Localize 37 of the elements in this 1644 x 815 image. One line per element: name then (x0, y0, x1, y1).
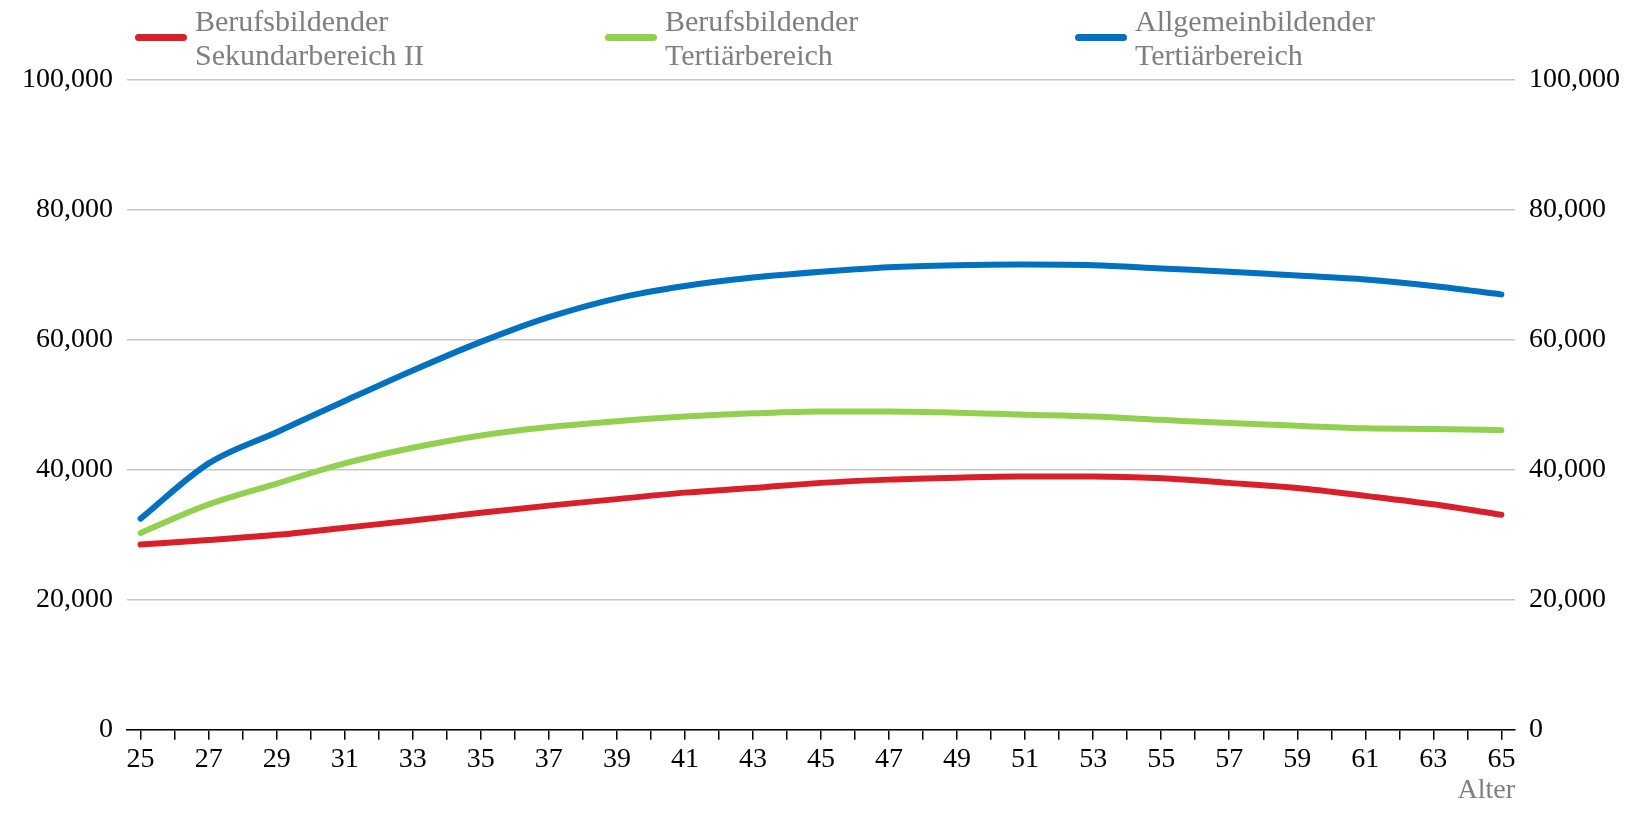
y2-tick-label: 80,000 (1529, 192, 1606, 224)
y2-tick-label: 60,000 (1529, 322, 1606, 354)
y-tick-label: 20,000 (36, 582, 113, 614)
x-tick-label: 27 (194, 741, 223, 773)
x-tick-label: 41 (670, 741, 699, 773)
y-tick-label: 80,000 (36, 192, 113, 224)
x-tick-label: 55 (1147, 741, 1176, 773)
x-tick-label: 53 (1079, 741, 1108, 773)
x-tick-label: 39 (602, 741, 631, 773)
y2-tick-label: 100,000 (1529, 62, 1620, 94)
x-tick-label: 29 (262, 741, 291, 773)
y-tick-label: 40,000 (36, 452, 113, 484)
x-tick-label: 65 (1487, 741, 1516, 773)
x-tick-label: 35 (466, 741, 495, 773)
x-tick-label: 57 (1215, 741, 1244, 773)
y-tick-label: 60,000 (36, 322, 113, 354)
x-tick-label: 33 (398, 741, 427, 773)
x-tick-label: 31 (330, 741, 359, 773)
y-tick-label: 100,000 (22, 62, 113, 94)
legend-label: Allgemeinbildender Tertiärbereich (1135, 4, 1376, 72)
x-tick-label: 49 (943, 741, 972, 773)
x-tick-label: 25 (126, 741, 155, 773)
x-tick-label: 61 (1351, 741, 1380, 773)
x-tick-label: 47 (875, 741, 904, 773)
x-tick-label: 37 (534, 741, 563, 773)
y-tick-label: 0 (99, 712, 113, 744)
legend-label: Berufsbildender Tertiärbereich (665, 4, 860, 72)
y2-tick-label: 20,000 (1529, 582, 1606, 614)
x-tick-label: 63 (1419, 741, 1448, 773)
y2-tick-label: 0 (1529, 712, 1543, 744)
x-tick-label: 51 (1011, 741, 1040, 773)
y2-tick-label: 40,000 (1529, 452, 1606, 484)
x-tick-label: 59 (1283, 741, 1312, 773)
x-tick-label: 45 (807, 741, 835, 773)
legend-label: Berufsbildender Sekundarbereich II (195, 4, 426, 72)
x-axis-title: Alter (1457, 772, 1516, 804)
x-tick-label: 43 (738, 741, 767, 773)
